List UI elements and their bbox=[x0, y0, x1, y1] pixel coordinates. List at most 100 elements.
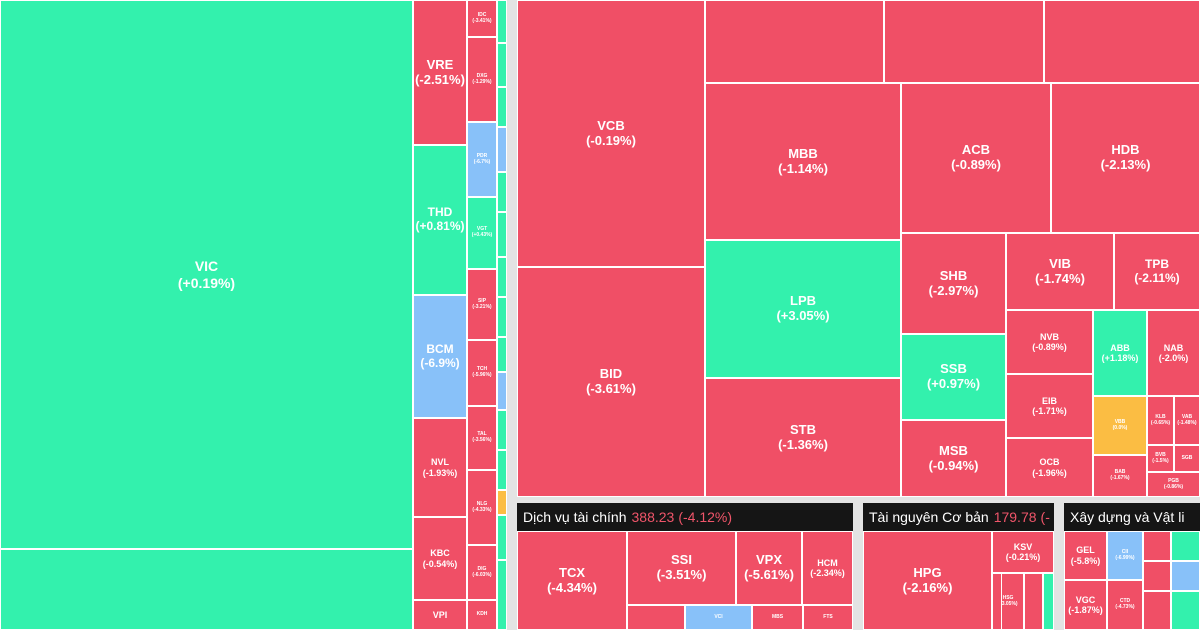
tile-eib[interactable]: EIB (-1.71%) bbox=[1006, 374, 1093, 438]
tile-minor-19[interactable] bbox=[992, 573, 1002, 630]
sector-header-basic-resources[interactable]: Tài nguyên Cơ bản 179.78 (- bbox=[863, 503, 1054, 531]
tile-ctd[interactable]: CTD (-4.73%) bbox=[1107, 580, 1143, 630]
tile-kdh[interactable]: KDH bbox=[467, 600, 497, 630]
tile-vgt[interactable]: VGT (+0.43%) bbox=[467, 197, 497, 269]
tile-vab[interactable]: VAB (-1.48%) bbox=[1174, 396, 1200, 445]
tile-vci[interactable]: VCI bbox=[685, 605, 752, 630]
tile-bcm[interactable]: BCM (-6.9%) bbox=[413, 295, 467, 418]
tile-tpb[interactable]: TPB (-2.11%) bbox=[1114, 233, 1200, 310]
tile-ticker: PDR bbox=[476, 152, 488, 159]
tile-minor-6[interactable] bbox=[497, 127, 507, 172]
tile-idc[interactable]: IDC (-3.41%) bbox=[467, 0, 497, 37]
tile-minor-11[interactable] bbox=[497, 337, 507, 372]
tile-minor-22[interactable] bbox=[1143, 531, 1171, 561]
tile-minor-9[interactable] bbox=[497, 257, 507, 297]
tile-minor-5[interactable] bbox=[497, 87, 507, 127]
tile-ticker: SSB bbox=[940, 361, 967, 377]
tile-ticker: TPB bbox=[1145, 256, 1169, 271]
tile-minor-16[interactable] bbox=[497, 515, 507, 560]
tile-tcx[interactable]: TCX (-4.34%) bbox=[517, 531, 627, 630]
tile-minor-2[interactable] bbox=[1044, 0, 1200, 83]
tile-vpi[interactable]: VPI bbox=[413, 600, 467, 630]
tile-nab[interactable]: NAB (-2.0%) bbox=[1147, 310, 1200, 396]
tile-vre[interactable]: VRE (-2.51%) bbox=[413, 0, 467, 145]
tile-minor-15[interactable] bbox=[497, 490, 507, 515]
tile-ticker: KLB bbox=[1155, 413, 1166, 420]
tile-minor-24[interactable] bbox=[1143, 561, 1171, 591]
tile-ticker: VCB bbox=[597, 117, 625, 133]
tile-bid[interactable]: BID (-3.61%) bbox=[517, 267, 705, 497]
tile-sgb[interactable]: SGB bbox=[1174, 445, 1200, 472]
tile-ticker: VIB bbox=[1049, 255, 1071, 271]
tile-fts[interactable]: FTS bbox=[803, 605, 853, 630]
tile-ksv[interactable]: KSV (-0.21%) bbox=[992, 531, 1054, 573]
sector-header-construction-materials[interactable]: Xây dựng và Vật li bbox=[1064, 503, 1200, 531]
tile-minor-3[interactable] bbox=[497, 0, 507, 43]
tile-shb[interactable]: SHB (-2.97%) bbox=[901, 233, 1006, 334]
tile-vgc[interactable]: VGC (-1.87%) bbox=[1064, 580, 1107, 630]
tile-bab[interactable]: BAB (-1.67%) bbox=[1093, 455, 1147, 497]
tile-minor-1[interactable] bbox=[884, 0, 1044, 83]
tile-mbb[interactable]: MBB (-1.14%) bbox=[705, 83, 901, 240]
tile-acb[interactable]: ACB (-0.89%) bbox=[901, 83, 1051, 233]
tile-unlabeled[interactable] bbox=[0, 549, 413, 630]
tile-klb[interactable]: KLB (-0.65%) bbox=[1147, 396, 1174, 445]
tile-dig[interactable]: DIG (-6.03%) bbox=[467, 545, 497, 600]
tile-msb[interactable]: MSB (-0.94%) bbox=[901, 420, 1006, 497]
tile-minor-13[interactable] bbox=[497, 410, 507, 450]
tile-bvb[interactable]: BVB (-1.5%) bbox=[1147, 445, 1174, 472]
tile-mbs[interactable]: MBS bbox=[752, 605, 803, 630]
tile-vpx[interactable]: VPX (-5.61%) bbox=[736, 531, 802, 605]
tile-tal[interactable]: TAL (-3.56%) bbox=[467, 406, 497, 470]
tile-minor-7[interactable] bbox=[497, 172, 507, 212]
tile-vbb[interactable]: VBB (0.0%) bbox=[1093, 396, 1147, 455]
tile-kbc[interactable]: KBC (-0.54%) bbox=[413, 517, 467, 600]
tile-sip[interactable]: SIP (-3.21%) bbox=[467, 269, 497, 340]
tile-minor-14[interactable] bbox=[497, 450, 507, 490]
tile-nlg[interactable]: NLG (-4.33%) bbox=[467, 470, 497, 545]
tile-thd[interactable]: THD (+0.81%) bbox=[413, 145, 467, 295]
tile-pgb[interactable]: PGB (-0.86%) bbox=[1147, 472, 1200, 497]
sector-name: Dịch vụ tài chính bbox=[523, 509, 627, 525]
sector-header-financial-services[interactable]: Dịch vụ tài chính 388.23 (-4.12%) bbox=[517, 503, 853, 531]
tile-tch[interactable]: TCH (-5.96%) bbox=[467, 340, 497, 406]
tile-hcm[interactable]: HCM (-2.34%) bbox=[802, 531, 853, 605]
tile-change: (-1.48%) bbox=[1177, 419, 1197, 426]
tile-nvl[interactable]: NVL (-1.93%) bbox=[413, 418, 467, 517]
tile-minor-26[interactable] bbox=[1143, 591, 1171, 630]
tile-vcb[interactable]: VCB (-0.19%) bbox=[517, 0, 705, 267]
tile-ocb[interactable]: OCB (-1.96%) bbox=[1006, 438, 1093, 497]
tile-dxg[interactable]: DXG (-1.29%) bbox=[467, 37, 497, 122]
tile-lpb[interactable]: LPB (+3.05%) bbox=[705, 240, 901, 378]
tile-gel[interactable]: GEL (-5.8%) bbox=[1064, 531, 1107, 580]
tile-minor-18[interactable] bbox=[627, 605, 685, 630]
tile-nvb[interactable]: NVB (-0.89%) bbox=[1006, 310, 1093, 374]
tile-ticker: VAB bbox=[1181, 413, 1193, 420]
tile-hpg[interactable]: HPG (-2.16%) bbox=[863, 531, 992, 630]
tile-stb[interactable]: STB (-1.36%) bbox=[705, 378, 901, 497]
tile-minor-27[interactable] bbox=[1171, 591, 1200, 630]
tile-minor-17[interactable] bbox=[497, 560, 507, 630]
tile-minor-20[interactable] bbox=[1024, 573, 1043, 630]
tile-minor-0[interactable] bbox=[705, 0, 884, 83]
tile-minor-23[interactable] bbox=[1171, 531, 1200, 561]
tile-minor-21[interactable] bbox=[1043, 573, 1054, 630]
tile-ticker: HDB bbox=[1111, 142, 1140, 158]
tile-vic[interactable]: VIC (+0.19%) bbox=[0, 0, 413, 549]
tile-minor-25[interactable] bbox=[1171, 561, 1200, 591]
tile-minor-12[interactable] bbox=[497, 372, 507, 410]
tile-cii[interactable]: CII (-6.99%) bbox=[1107, 531, 1143, 580]
tile-change: (+3.05%) bbox=[776, 308, 830, 323]
tile-ticker: NAB bbox=[1163, 342, 1184, 353]
tile-ssb[interactable]: SSB (+0.97%) bbox=[901, 334, 1006, 420]
tile-pdr[interactable]: PDR (-6.7%) bbox=[467, 122, 497, 197]
tile-minor-8[interactable] bbox=[497, 212, 507, 257]
tile-minor-10[interactable] bbox=[497, 297, 507, 337]
tile-abb[interactable]: ABB (+1.18%) bbox=[1093, 310, 1147, 396]
tile-change: (-0.54%) bbox=[422, 558, 458, 569]
tile-vib[interactable]: VIB (-1.74%) bbox=[1006, 233, 1114, 310]
tile-hdb[interactable]: HDB (-2.13%) bbox=[1051, 83, 1200, 233]
tile-ssi[interactable]: SSI (-3.51%) bbox=[627, 531, 736, 605]
tile-ticker: GEL bbox=[1076, 545, 1095, 556]
tile-minor-4[interactable] bbox=[497, 43, 507, 87]
